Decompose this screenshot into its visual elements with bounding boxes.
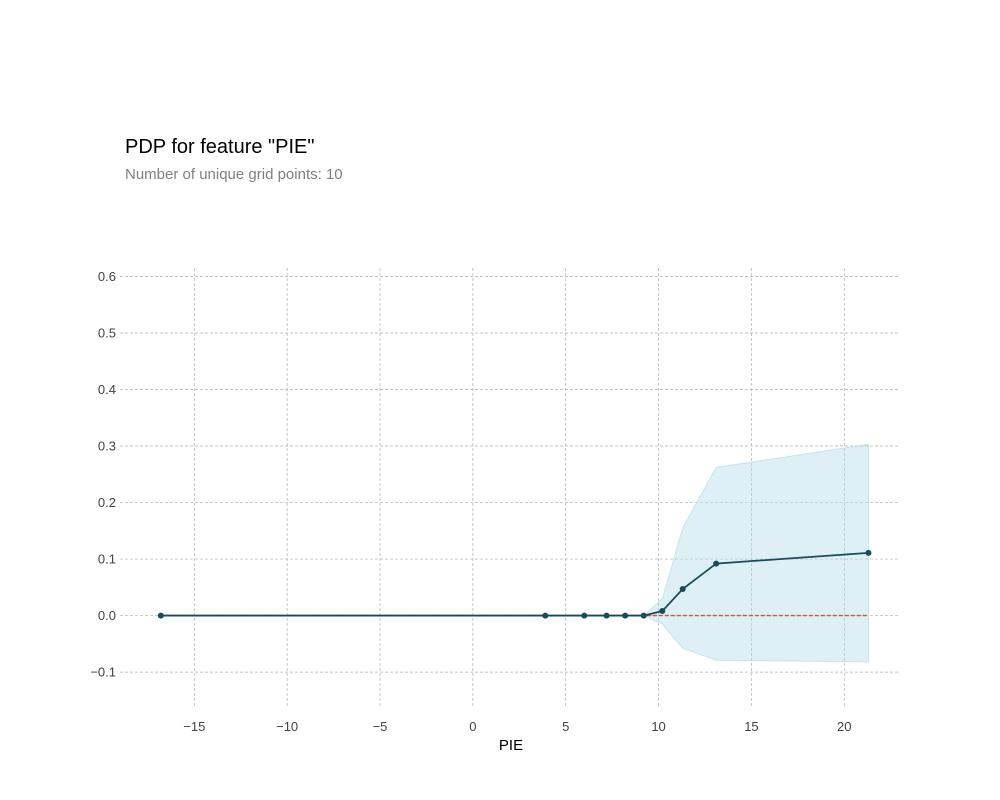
confidence-band-area	[160, 443, 869, 663]
chart-subtitle: Number of unique grid points: 10	[125, 166, 343, 183]
pdp-point	[542, 612, 549, 619]
pdp-point	[581, 612, 588, 619]
pdp-point	[679, 586, 686, 593]
x-tick-label: −5	[373, 719, 388, 734]
pdp-point	[865, 549, 872, 556]
pdp-series	[157, 549, 872, 619]
x-tick-label: −10	[276, 719, 298, 734]
pdp-line	[160, 551, 869, 617]
pdp-point	[713, 560, 720, 567]
x-tick-label: 20	[837, 719, 851, 734]
pdp-point	[659, 608, 666, 615]
x-tick-label: 10	[651, 719, 665, 734]
pdp-point	[603, 612, 610, 619]
y-tick-label: 0.2	[98, 495, 116, 510]
x-tick-label: 15	[744, 719, 758, 734]
y-tick-label: 0.6	[98, 269, 116, 284]
y-tick-label: 0.0	[98, 608, 116, 623]
x-tick-labels: −15 −10 −5 0 5 10 15 20	[183, 719, 851, 734]
y-tick-labels: −0.1 0.0 0.1 0.2 0.3 0.4 0.5 0.6	[90, 269, 116, 680]
x-tick-label: 5	[562, 719, 569, 734]
y-tick-label: 0.3	[98, 439, 116, 454]
y-tick-label: −0.1	[90, 665, 116, 680]
pdp-point	[622, 612, 629, 619]
x-axis-label: PIE	[499, 737, 523, 754]
pdp-point	[157, 612, 164, 619]
x-tick-label: −15	[183, 719, 205, 734]
confidence-band	[160, 443, 869, 663]
x-tick-label: 0	[469, 719, 476, 734]
y-tick-label: 0.4	[98, 382, 116, 397]
y-tick-label: 0.5	[98, 325, 116, 340]
pdp-point	[640, 612, 647, 619]
y-tick-label: 0.1	[98, 552, 116, 567]
chart-title: PDP for feature "PIE"	[125, 136, 315, 158]
